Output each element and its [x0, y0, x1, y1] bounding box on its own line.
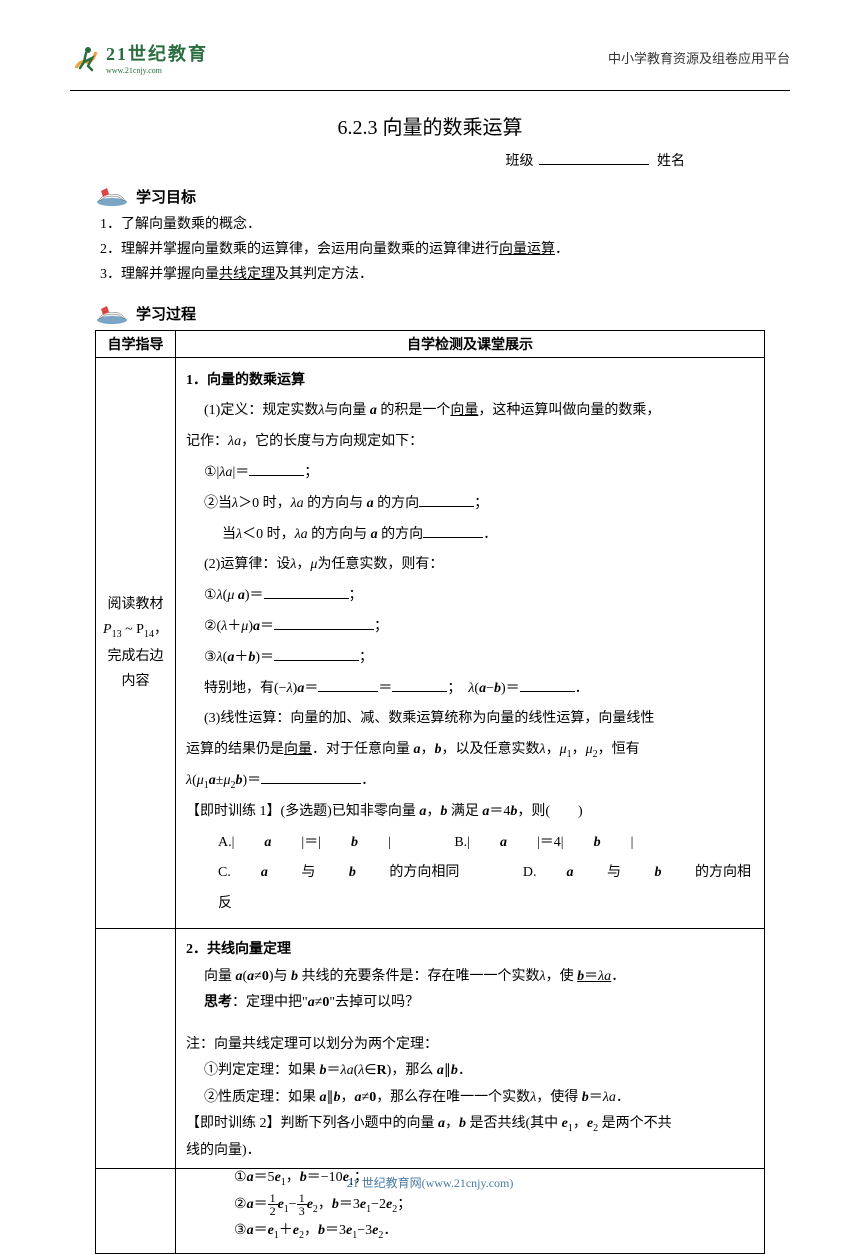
class-label: 班级 — [506, 154, 534, 169]
logo-main-text: 21世纪教育 — [106, 40, 208, 66]
page-footer: 21 世纪教育网(www.21cnjy.com) — [0, 1168, 860, 1191]
text-line: 特别地，有(−λ)a＝＝； λ(a−b)＝． — [186, 674, 754, 705]
choices-row: A.|a|＝|b| B.|a|＝4|b| C.a 与 b 的方向相同 D.a 与… — [186, 828, 754, 920]
section-objectives-header: 学习目标 — [95, 185, 765, 207]
objectives-title: 学习目标 — [136, 186, 196, 207]
section-process-header: 学习过程 — [95, 303, 765, 325]
right-content-2: 2．共线向量定理 向量 a(a≠0)与 b 共线的充要条件是：存在唯一一个实数λ… — [176, 928, 765, 1253]
text-line: 运算的结果仍是向量．对于任意向量 a，b，以及任意实数λ，μ1，μ2，恒有 — [186, 735, 754, 766]
choice-a: A.|a|＝|b| — [218, 835, 421, 850]
left-guide-2 — [96, 928, 176, 1253]
footer-text: 21 世纪教育网(www.21cnjy.com) — [347, 1176, 514, 1190]
content-table: 自学指导 自学检测及课堂展示 阅读教材 P13 ~ P14， 完成右边 内容 1… — [95, 330, 765, 1254]
example-2: ②a＝12e1−13e2，b＝3e1−2e2； — [186, 1192, 754, 1219]
text-line: ①|λa|＝； — [186, 458, 754, 489]
class-blank — [539, 164, 649, 165]
table-header-right: 自学检测及课堂展示 — [176, 330, 765, 357]
text-line: 注：向量共线定理可以划分为两个定理： — [186, 1032, 754, 1059]
logo-icon — [70, 42, 102, 74]
book-icon — [95, 185, 130, 207]
text-line: ②(λ＋μ)a＝； — [186, 612, 754, 643]
objectives-list: 1．了解向量数乘的概念． 2．理解并掌握向量数乘的运算律，会运用向量数乘的运算律… — [95, 212, 765, 288]
text-line: ②性质定理：如果 a∥b，a≠0，那么存在唯一一个实数λ，使得 b＝λa． — [186, 1085, 754, 1112]
objective-2: 2．理解并掌握向量数乘的运算律，会运用向量数乘的运算律进行向量运算． — [95, 237, 765, 262]
text-line: (2)运算律：设λ，μ为任意实数，则有： — [186, 550, 754, 581]
text-line: 线的向量)． — [186, 1138, 754, 1165]
text-line: 思考：定理中把"a≠0"去掉可以吗？ — [186, 990, 754, 1017]
text-line: (1)定义：规定实数λ与向量 a 的积是一个向量，这种运算叫做向量的数乘， — [186, 396, 754, 427]
sec2-heading: 2．共线向量定理 — [186, 937, 754, 964]
logo-text: 21世纪教育 www.21cnjy.com — [106, 40, 208, 75]
text-line: ①判定定理：如果 b＝λa(λ∈R)，那么 a∥b． — [186, 1058, 754, 1085]
header-right-text: 中小学教育资源及组卷应用平台 — [608, 48, 790, 67]
class-name-row: 班级 姓名 — [95, 150, 765, 170]
sec1-heading: 1．向量的数乘运算 — [186, 366, 754, 397]
name-label: 姓名 — [657, 154, 685, 169]
table-header-row: 自学指导 自学检测及课堂展示 — [96, 330, 765, 357]
question-2: 【即时训练 2】判断下列各小题中的向量 a，b 是否共线(其中 e1，e2 是两… — [186, 1111, 754, 1138]
main-content: 6.2.3 向量的数乘运算 班级 姓名 学习目标 1．了解向量数乘的概念． 2．… — [0, 91, 860, 1254]
text-line: 向量 a(a≠0)与 b 共线的充要条件是：存在唯一一个实数λ，使 b＝λa． — [186, 964, 754, 991]
table-row: 阅读教材 P13 ~ P14， 完成右边 内容 1．向量的数乘运算 (1)定义：… — [96, 357, 765, 928]
book-icon — [95, 303, 130, 325]
right-content-1: 1．向量的数乘运算 (1)定义：规定实数λ与向量 a 的积是一个向量，这种运算叫… — [176, 357, 765, 928]
question-1: 【即时训练 1】(多选题)已知非零向量 a，b 满足 a＝4b，则( ) — [186, 797, 754, 828]
objective-3: 3．理解并掌握向量共线定理及其判定方法． — [95, 262, 765, 287]
text-line: 记作：λa，它的长度与方向规定如下： — [186, 427, 754, 458]
text-line: (3)线性运算：向量的加、减、数乘运算统称为向量的线性运算，向量线性 — [186, 704, 754, 735]
table-header-left: 自学指导 — [96, 330, 176, 357]
left-guide-1: 阅读教材 P13 ~ P14， 完成右边 内容 — [96, 357, 176, 928]
logo: 21世纪教育 www.21cnjy.com — [70, 40, 208, 75]
page-header: 21世纪教育 www.21cnjy.com 中小学教育资源及组卷应用平台 — [0, 0, 860, 85]
footer-divider — [95, 1168, 765, 1169]
table-row: 2．共线向量定理 向量 a(a≠0)与 b 共线的充要条件是：存在唯一一个实数λ… — [96, 928, 765, 1253]
choice-c: C.a 与 b 的方向相同 — [218, 865, 489, 880]
logo-url-text: www.21cnjy.com — [106, 66, 208, 75]
text-line: ③λ(a＋b)＝； — [186, 643, 754, 674]
page-title: 6.2.3 向量的数乘运算 — [95, 111, 765, 140]
text-line: 当λ＜0 时，λa 的方向与 a 的方向． — [186, 520, 754, 551]
example-3: ③a＝e1＋e2，b＝3e1−3e2． — [186, 1218, 754, 1245]
text-line: λ(μ1a±μ2b)＝． — [186, 766, 754, 797]
text-line: ②当λ＞0 时，λa 的方向与 a 的方向； — [186, 489, 754, 520]
text-line: ①λ(μ a)＝； — [186, 581, 754, 612]
objective-1: 1．了解向量数乘的概念． — [95, 212, 765, 237]
process-title: 学习过程 — [136, 303, 196, 324]
choice-b: B.|a|＝4|b| — [454, 835, 663, 850]
